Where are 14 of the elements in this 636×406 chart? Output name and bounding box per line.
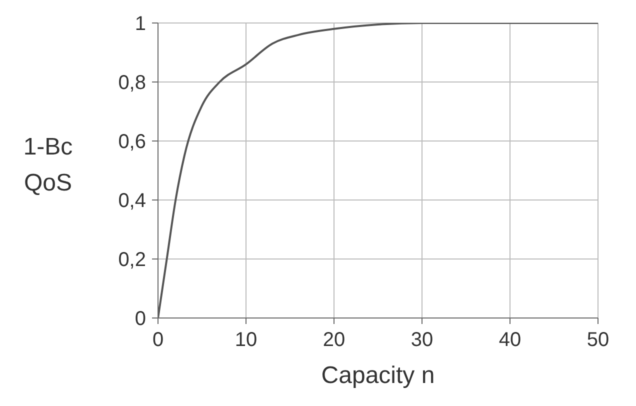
y-tick-label: 0,4 xyxy=(118,190,146,212)
x-tick-label: 10 xyxy=(234,329,258,351)
x-tick-label: 20 xyxy=(322,329,346,351)
x-tick-label: 0 xyxy=(152,329,164,351)
y-tick-label: 0,6 xyxy=(118,131,146,153)
y-tick-label: 0,2 xyxy=(118,249,146,271)
x-tick-label: 40 xyxy=(498,329,522,351)
y-axis-title: 1-Bc QoS xyxy=(23,134,73,196)
x-axis-title: Capacity n xyxy=(321,362,435,389)
x-tick-label: 30 xyxy=(410,329,434,351)
y-tick-label: 0 xyxy=(134,308,146,330)
x-tick-label: 50 xyxy=(586,329,610,351)
y-tick-label: 1 xyxy=(134,13,146,35)
y-tick-label: 0,8 xyxy=(118,72,146,94)
